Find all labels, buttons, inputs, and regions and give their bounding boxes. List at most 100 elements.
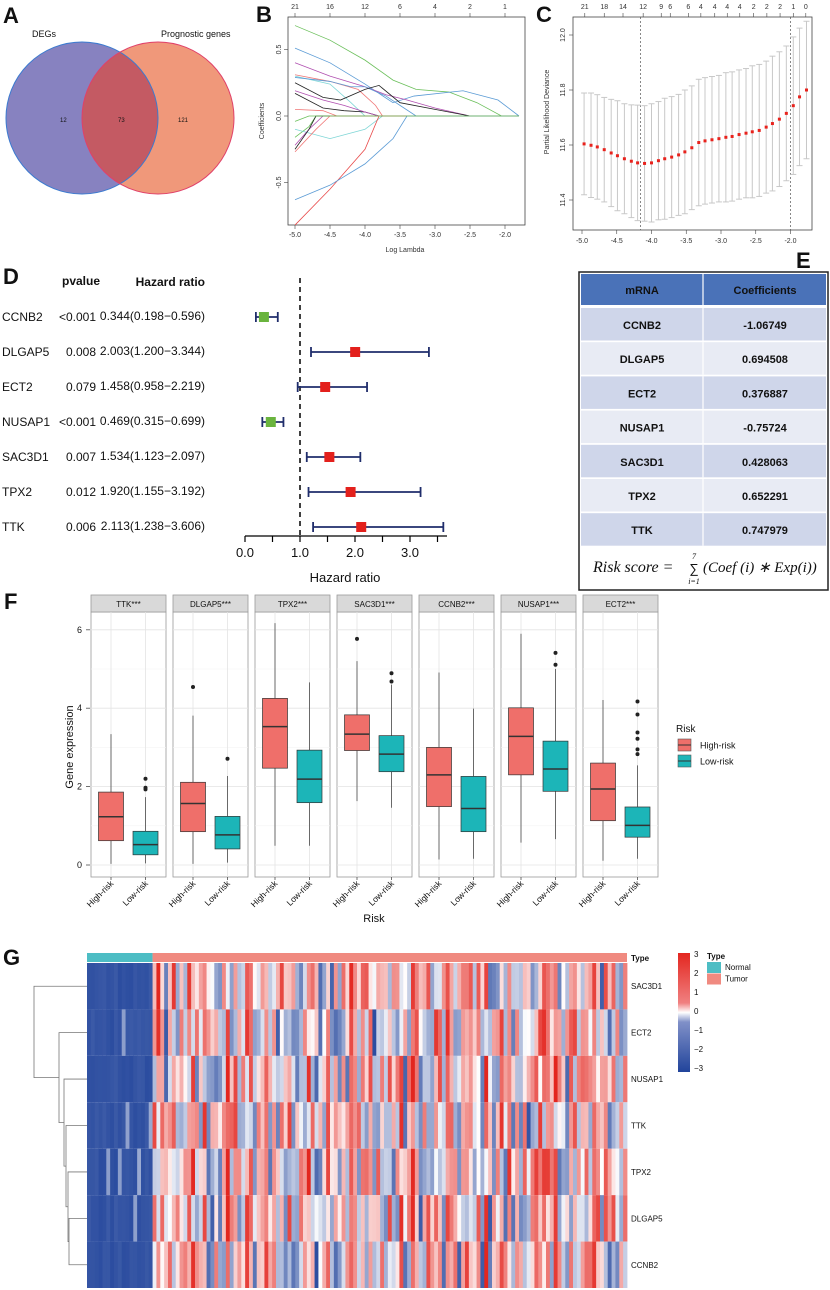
heatmap-cell [283,1102,288,1149]
heatmap-cell [596,1195,601,1242]
heatmap-cell [368,1009,373,1056]
heatmap-cell [480,1055,485,1103]
heatmap-cell [256,1241,261,1288]
gene-label: SAC3D1 [2,450,49,464]
heatmap-cell [283,1009,288,1056]
outlier-point [225,756,230,761]
heatmap-cell [430,1195,435,1242]
heatmap-cell [310,1009,315,1056]
heatmap-cell [179,1241,184,1288]
heatmap-cell [414,1241,420,1288]
heatmap-cell [611,1055,616,1103]
heatmap-cell [252,1055,258,1103]
heatmap-cell [245,1195,250,1242]
heatmap-cell [345,1055,350,1103]
heatmap-cell [549,1148,555,1196]
heatmap-cell [615,1055,620,1103]
box [542,740,569,792]
heatmap-cell [445,1055,450,1103]
y-axis-title: Coefficients [259,102,266,139]
heatmap-cell [534,1148,539,1196]
heatmap-cell [507,1195,512,1242]
heatmap-cell [607,1102,612,1149]
heatmap-cell [225,1009,231,1056]
pvalue-value: 0.012 [66,485,96,499]
heatmap-cell [117,963,123,1010]
heatmap-cell [144,1148,150,1196]
heatmap-cell [399,1195,404,1242]
heatmap-cell [345,1148,350,1196]
x-axis-title: Hazard ratio [310,570,381,585]
heatmap-cell [114,1009,119,1056]
x-tick-label: -2.0 [784,238,796,245]
heatmap-cell [530,1055,535,1103]
heatmap-cell [249,1148,254,1196]
deviance-point [636,161,640,165]
heatmap-cell [387,1102,393,1149]
heatmap-cell [376,1102,381,1149]
heatmap-cell [237,1195,242,1242]
heatmap-cell [495,1241,501,1288]
heatmap-cell [272,963,277,1010]
heatmap-cell [395,1148,400,1196]
heatmap-cell [495,1195,501,1242]
heatmap-cell [303,1241,308,1288]
heatmap-cell [411,963,416,1010]
heatmap-cell [484,1241,489,1288]
heatmap-cell [588,1148,593,1196]
outlier-point [389,671,394,676]
top-tick-label: 4 [433,4,437,11]
heatmap-cell [222,1102,227,1149]
heatmap-cell [376,1009,381,1056]
heatmap-cell [600,1148,605,1196]
coefficient-path-line [294,115,519,153]
heatmap-cell [580,1148,585,1196]
heatmap-cell [414,1055,420,1103]
heatmap-cell [457,963,462,1010]
heatmap-cell [183,1148,188,1196]
heatmap-cell [318,1241,323,1288]
heatmap-cell [98,1148,103,1196]
heatmap-cell [241,1102,246,1149]
heatmap-cell [191,1195,196,1242]
heatmap-cell [372,1009,377,1056]
heatmap-cell [576,1055,582,1103]
heatmap-cell [407,963,412,1010]
heatmap-cell [526,1009,531,1056]
heatmap-cell [522,1148,528,1196]
heatmap-cell [422,1241,427,1288]
heatmap-cell [179,1102,184,1149]
x-tick-label: -2.0 [499,232,511,239]
hazard-ratio-value: 1.920(1.155−3.192) [100,484,205,498]
heatmap-cell [164,1148,169,1196]
heatmap-cell [206,1195,211,1242]
heatmap-cell [114,1148,119,1196]
heatmap-cell [175,1102,180,1149]
panel-d-forest-plot: pvalue Hazard ratio CCNB2 <0.001 0.344(0.198… [2,274,447,585]
heatmap-cell [619,1055,624,1103]
heatmap-cell [376,963,381,1010]
heatmap-cell [249,1241,254,1288]
heatmap-cell [314,1241,319,1288]
heatmap-cell [368,1148,373,1196]
facet-strip-label: SAC3D1*** [354,600,394,609]
type-legend-key [707,973,721,985]
heatmap-cell [237,1009,242,1056]
heatmap-cell [337,1148,342,1196]
heatmap-cell [245,963,250,1010]
heatmap-cell [87,1195,92,1242]
heatmap-cell [90,1009,96,1056]
heatmap-cell [399,963,404,1010]
heatmap-cell [434,1195,439,1242]
heatmap-cell [160,1195,165,1242]
heatmap-cell [252,1148,258,1196]
heatmap-cell [457,1241,462,1288]
heatmap-cell [341,1102,346,1149]
heatmap-cell [191,1241,196,1288]
heatmap-cell [148,1102,153,1149]
coefficient-path-line [294,47,520,117]
heatmap-cell [106,1195,111,1242]
heatmap-cell [507,1009,512,1056]
heatmap-cell [326,1241,331,1288]
heatmap-cell [333,1148,339,1196]
